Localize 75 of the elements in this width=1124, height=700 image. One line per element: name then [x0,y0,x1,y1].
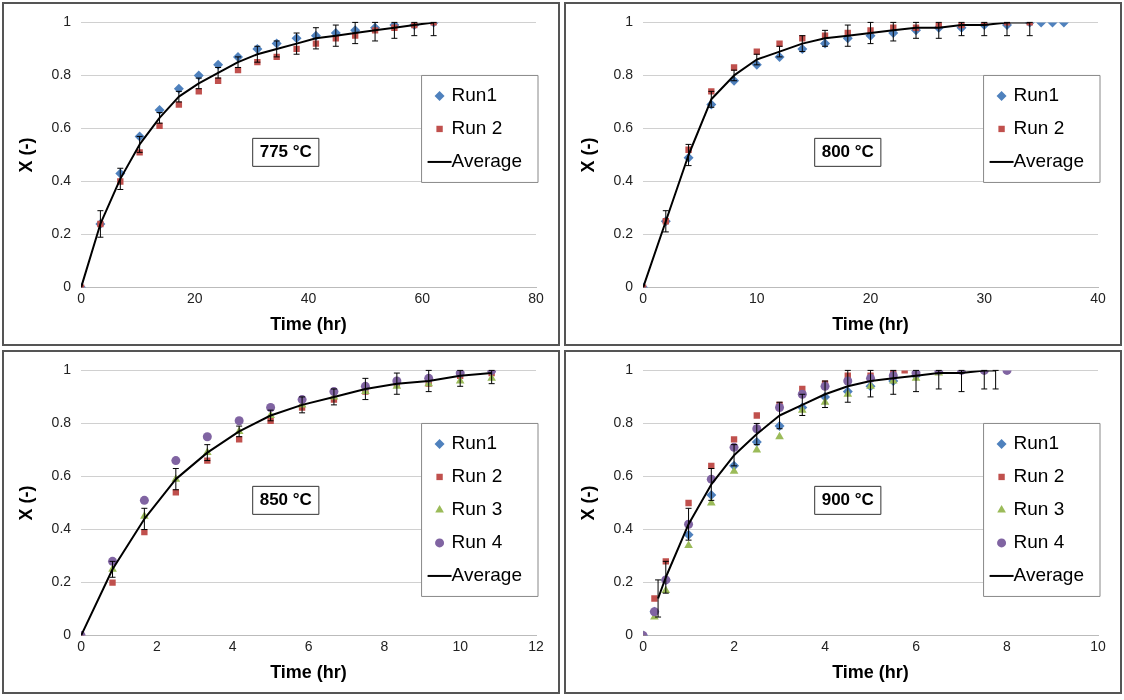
y-tick-label: 0.2 [51,573,72,590]
y-tick-label: 0.6 [51,119,72,136]
legend-label: Run 4 [451,531,503,553]
y-axis-title: X (-) [15,137,36,173]
x-tick-label: 6 [304,637,313,654]
x-tick-label: 20 [862,289,879,306]
y-tick-label: 0 [63,278,72,295]
y-tick-label: 0.4 [51,520,72,537]
x-tick-label: 2 [152,637,161,654]
legend-label: Run1 [1013,84,1059,106]
x-tick-label: 40 [1090,289,1106,306]
legend-label: Run 2 [451,117,503,139]
x-axis-title: Time (hr) [270,662,347,683]
y-axis-title: X (-) [577,485,598,521]
y-tick-label: 1 [625,361,634,378]
x-tick-label: 10 [1090,637,1106,654]
y-tick-label: 0.6 [613,119,634,136]
y-tick-label: 0.8 [51,414,72,431]
legend-label: Run 2 [1013,465,1065,487]
x-tick-label: 80 [528,289,544,306]
y-tick-label: 0.8 [51,66,72,83]
x-axis-title: Time (hr) [832,314,909,335]
x-tick-label: 0 [77,289,86,306]
x-tick-label: 0 [639,289,648,306]
x-tick-label: 60 [414,289,431,306]
annotation: 800 °C [821,142,874,162]
y-tick-label: 1 [625,13,634,30]
y-tick-label: 0.2 [613,573,634,590]
x-tick-label: 2 [730,637,739,654]
y-tick-label: 0.4 [613,172,634,189]
legend-label: Run 2 [1013,117,1065,139]
y-axis-title: X (-) [15,485,36,521]
x-tick-label: 20 [187,289,203,306]
y-tick-label: 0 [625,626,634,643]
legend-label: Run1 [1013,432,1059,454]
y-tick-label: 0 [625,278,634,295]
x-tick-label: 4 [821,637,830,654]
y-tick-label: 0.2 [613,225,634,242]
legend-label: Average [1013,150,1085,172]
x-tick-label: 10 [749,289,765,306]
x-axis-title: Time (hr) [832,662,909,683]
legend-label: Run1 [451,84,497,106]
x-tick-label: 30 [976,289,993,306]
legend-label: Average [451,564,523,586]
legend-label: Run 3 [451,498,503,520]
y-tick-label: 0 [63,626,72,643]
y-tick-label: 0.4 [613,520,634,537]
x-tick-label: 10 [452,637,469,654]
legend-label: Run 4 [1013,531,1065,553]
legend-label: Average [451,150,523,172]
annotation: 775 °C [259,142,312,162]
x-tick-label: 8 [1003,637,1012,654]
x-tick-label: 0 [77,637,86,654]
y-tick-label: 0.6 [51,467,72,484]
x-tick-label: 40 [300,289,317,306]
x-tick-label: 0 [639,637,648,654]
y-tick-label: 0.4 [51,172,72,189]
y-tick-label: 0.8 [613,414,634,431]
annotation: 850 °C [259,490,312,510]
x-axis-title: Time (hr) [270,314,347,335]
y-tick-label: 0.2 [51,225,72,242]
x-tick-label: 12 [528,637,544,654]
x-tick-label: 8 [380,637,389,654]
x-tick-label: 4 [228,637,237,654]
legend-label: Run 2 [451,465,503,487]
legend-label: Average [1013,564,1085,586]
y-tick-label: 0.8 [613,66,634,83]
x-tick-label: 6 [912,637,921,654]
y-tick-label: 0.6 [613,467,634,484]
legend-label: Run1 [451,432,497,454]
annotation: 900 °C [821,490,874,510]
y-axis-title: X (-) [577,137,598,173]
legend-label: Run 3 [1013,498,1065,520]
y-tick-label: 1 [63,361,72,378]
y-tick-label: 1 [63,13,72,30]
